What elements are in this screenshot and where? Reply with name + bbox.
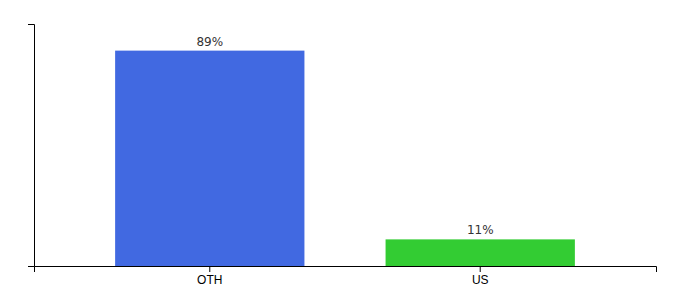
x-tick-mark [209,266,210,272]
x-tick: US [472,266,489,287]
x-tick-mark [480,266,481,272]
data-label: 89% [196,35,223,49]
y-axis-line [28,25,35,267]
x-tick-label: OTH [197,273,222,287]
bar [386,239,575,266]
y-axis [28,25,35,267]
x-axis-line [35,267,657,273]
x-tick: OTH [197,266,222,287]
bars [115,51,575,266]
x-axis: OTH US [35,266,657,287]
plot: OTH US 89% 11% [28,25,657,287]
data-label: 11% [467,223,494,237]
x-tick-label: US [472,273,489,287]
data-labels: 89% 11% [196,35,493,238]
bar [115,51,304,266]
chart: OTH US 89% 11% [0,0,680,300]
